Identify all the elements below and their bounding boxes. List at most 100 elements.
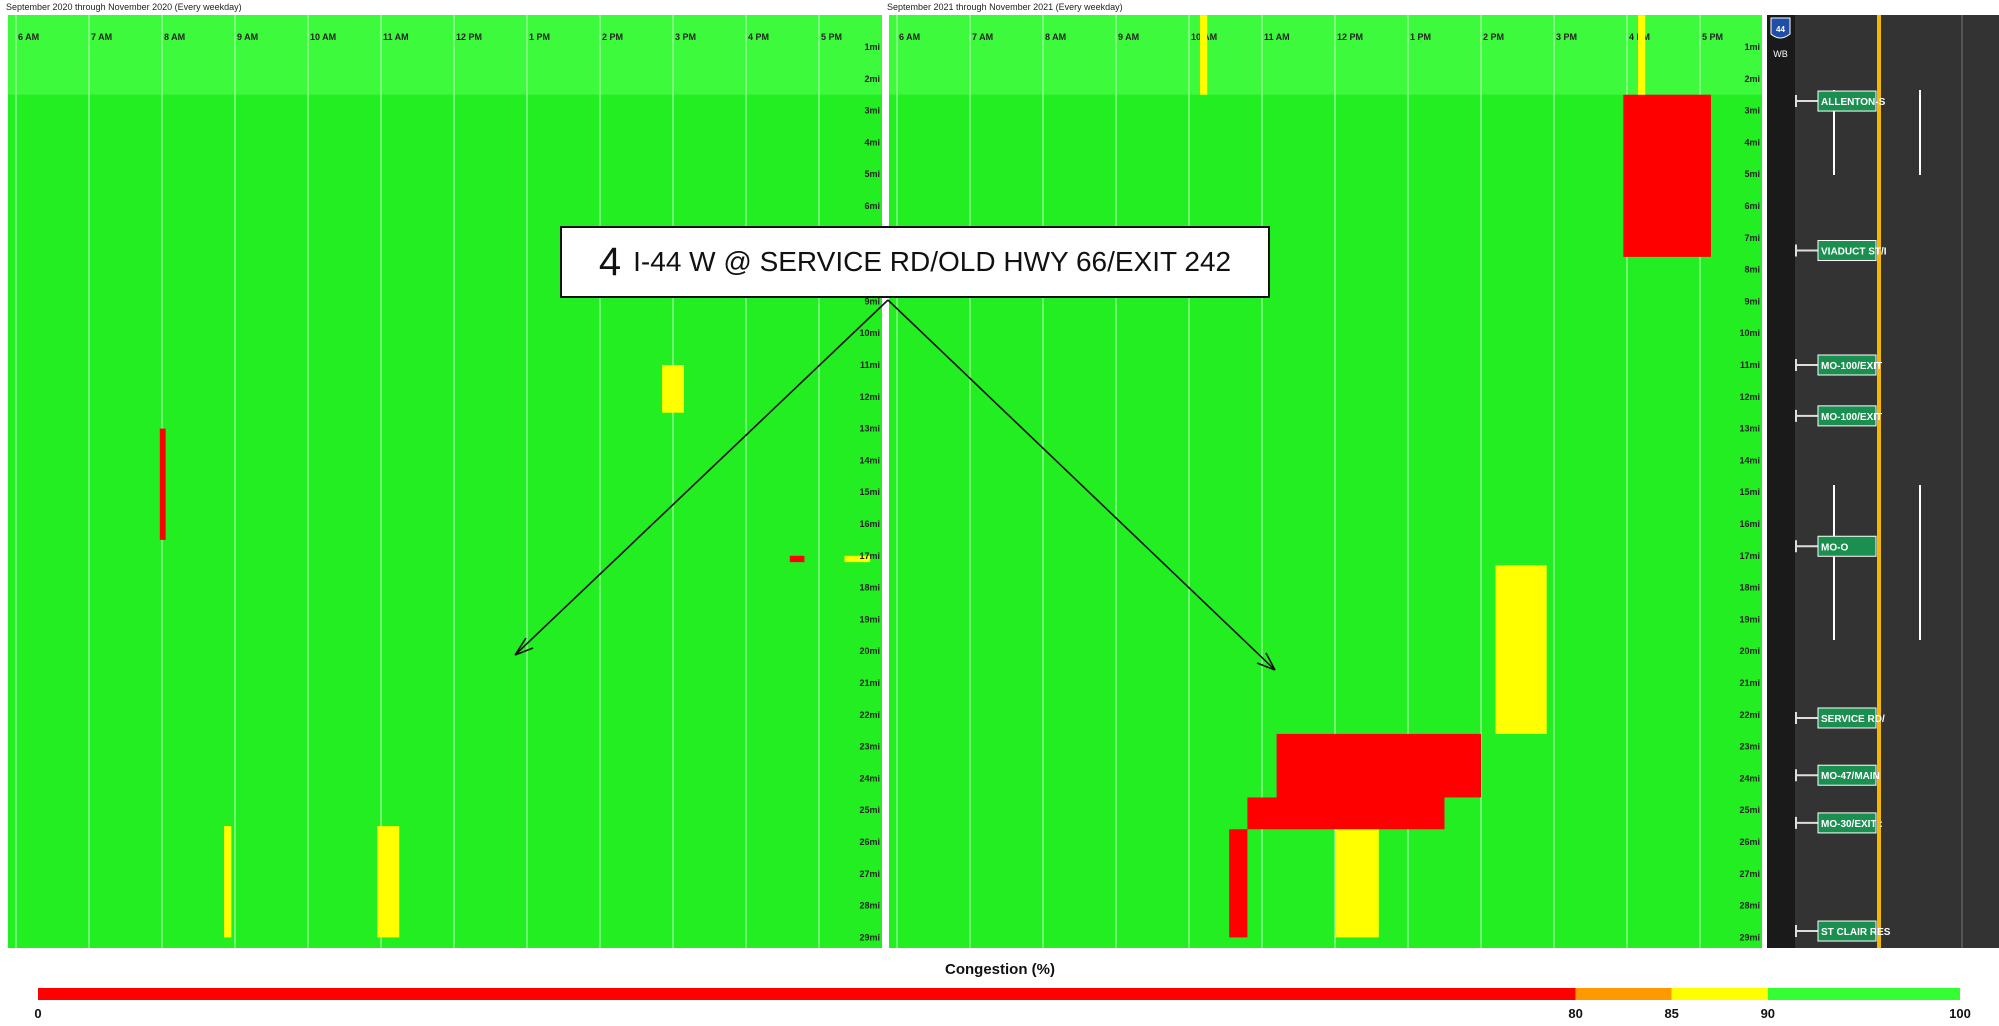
route-shoulder	[1767, 15, 1795, 948]
y-tick-label: 26mi	[859, 837, 880, 847]
x-tick-label: 7 AM	[972, 32, 993, 42]
exit-label: MO-100/EXIT	[1821, 361, 1882, 372]
legend-tick-label: 80	[1568, 1006, 1582, 1021]
exit-label: ALLENTON-S	[1821, 97, 1886, 108]
panel-title: September 2020 through November 2020 (Ev…	[6, 2, 242, 12]
y-tick-label: 2mi	[1744, 74, 1760, 84]
y-tick-label: 1mi	[864, 42, 880, 52]
callout-number: 4	[599, 240, 621, 285]
y-tick-label: 23mi	[1739, 742, 1760, 752]
legend-tick-label: 0	[34, 1006, 41, 1021]
y-tick-label: 24mi	[859, 773, 880, 783]
x-tick-label: 6 AM	[18, 32, 39, 42]
x-tick-label: 7 AM	[91, 32, 112, 42]
y-tick-label: 23mi	[859, 742, 880, 752]
y-tick-label: 26mi	[1739, 837, 1760, 847]
y-tick-label: 3mi	[1744, 106, 1760, 116]
heatmap-background	[8, 15, 882, 948]
y-tick-label: 11mi	[860, 360, 880, 370]
y-tick-label: 7mi	[1744, 233, 1760, 243]
y-tick-label: 25mi	[859, 805, 880, 815]
y-tick-label: 6mi	[1744, 201, 1760, 211]
shield-number: 44	[1776, 25, 1785, 34]
congestion-cell	[662, 365, 684, 413]
x-tick-label: 11 AM	[1264, 32, 1290, 42]
legend-tick-label: 100	[1949, 1006, 1971, 1021]
legend-band-green	[1768, 988, 1960, 1000]
y-tick-label: 17mi	[1739, 551, 1760, 561]
x-tick-label: 5 PM	[821, 32, 842, 42]
x-tick-label: 9 AM	[1118, 32, 1139, 42]
y-tick-label: 13mi	[859, 424, 880, 434]
congestion-cell	[1229, 829, 1247, 937]
y-tick-label: 16mi	[859, 519, 880, 529]
x-tick-label: 2 PM	[602, 32, 623, 42]
y-tick-label: 10mi	[859, 328, 880, 338]
y-tick-label: 1mi	[1744, 42, 1760, 52]
x-tick-label: 11 AM	[383, 32, 409, 42]
y-tick-label: 20mi	[859, 646, 880, 656]
x-tick-label: 6 AM	[899, 32, 920, 42]
x-tick-label: 8 AM	[1045, 32, 1066, 42]
y-tick-label: 5mi	[864, 169, 880, 179]
y-tick-label: 18mi	[859, 583, 880, 593]
y-tick-label: 19mi	[859, 614, 880, 624]
y-tick-label: 6mi	[864, 201, 880, 211]
exit-label: SERVICE RD/	[1821, 714, 1885, 725]
y-tick-label: 9mi	[1744, 296, 1760, 306]
legend-band-orange	[1576, 988, 1672, 1000]
y-tick-label: 21mi	[1739, 678, 1760, 688]
x-tick-label: 1 PM	[529, 32, 550, 42]
exit-label: MO-O	[1821, 542, 1848, 553]
y-tick-label: 2mi	[864, 74, 880, 84]
y-tick-label: 27mi	[1739, 869, 1760, 879]
y-tick-label: 12mi	[859, 392, 880, 402]
y-tick-label: 22mi	[1739, 710, 1760, 720]
exit-label: MO-30/EXIT :	[1821, 819, 1883, 830]
y-tick-label: 8mi	[1744, 265, 1760, 275]
panel-title: September 2021 through November 2021 (Ev…	[887, 2, 1123, 12]
y-tick-label: 15mi	[859, 487, 880, 497]
y-tick-label: 14mi	[859, 455, 880, 465]
y-tick-label: 29mi	[859, 932, 880, 942]
congestion-cell	[1277, 734, 1481, 798]
y-tick-label: 11mi	[1740, 360, 1760, 370]
y-tick-label: 3mi	[864, 106, 880, 116]
y-tick-label: 12mi	[1739, 392, 1760, 402]
x-tick-label: 3 PM	[675, 32, 696, 42]
x-tick-label: 9 AM	[237, 32, 258, 42]
y-tick-label: 28mi	[1739, 901, 1760, 911]
callout-text: I-44 W @ SERVICE RD/OLD HWY 66/EXIT 242	[633, 246, 1231, 278]
x-tick-label: 1 PM	[1410, 32, 1431, 42]
y-tick-label: 22mi	[859, 710, 880, 720]
y-tick-label: 20mi	[1739, 646, 1760, 656]
congestion-cell	[1335, 829, 1379, 937]
x-tick-label: 12 PM	[1337, 32, 1363, 42]
x-tick-label: 12 PM	[456, 32, 482, 42]
x-tick-label: 4 PM	[748, 32, 769, 42]
y-tick-label: 21mi	[859, 678, 880, 688]
y-tick-label: 10mi	[1739, 328, 1760, 338]
exit-label: MO-100/EXIT	[1821, 412, 1882, 423]
congestion-cell	[1200, 15, 1207, 95]
y-tick-label: 15mi	[1739, 487, 1760, 497]
exit-label: MO-47/MAIN	[1821, 771, 1880, 782]
route-yellow-line	[1877, 15, 1881, 948]
y-tick-label: 14mi	[1739, 455, 1760, 465]
x-tick-label: 10 AM	[310, 32, 336, 42]
x-tick-label: 8 AM	[164, 32, 185, 42]
y-tick-label: 28mi	[859, 901, 880, 911]
y-tick-label: 5mi	[1744, 169, 1760, 179]
legend-band-red	[38, 988, 1576, 1000]
y-tick-label: 17mi	[859, 551, 880, 561]
legend-band-yellow	[1672, 988, 1768, 1000]
legend-tick-label: 90	[1761, 1006, 1775, 1021]
y-tick-label: 16mi	[1739, 519, 1760, 529]
route-strip	[1767, 15, 1999, 948]
congestion-cell	[1623, 95, 1711, 257]
y-tick-label: 18mi	[1739, 583, 1760, 593]
congestion-cell	[1638, 15, 1645, 95]
y-tick-label: 19mi	[1739, 614, 1760, 624]
y-tick-label: 4mi	[1744, 137, 1760, 147]
